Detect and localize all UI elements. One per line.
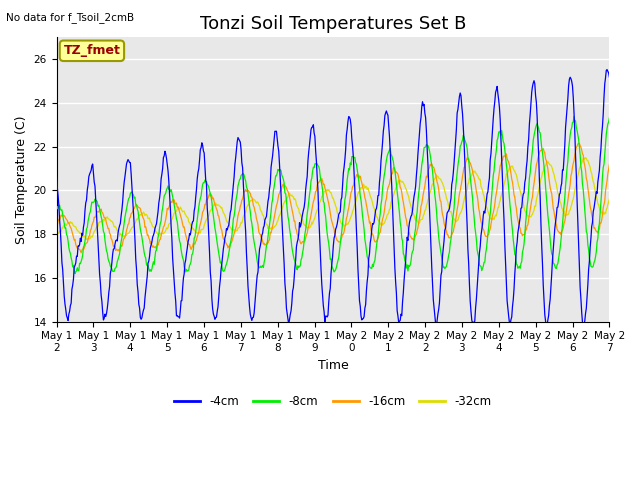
Title: Tonzi Soil Temperatures Set B: Tonzi Soil Temperatures Set B [200,15,466,33]
Text: No data for f_Tsoil_2cmB: No data for f_Tsoil_2cmB [6,12,134,23]
Y-axis label: Soil Temperature (C): Soil Temperature (C) [15,115,28,244]
X-axis label: Time: Time [317,359,348,372]
Text: TZ_fmet: TZ_fmet [63,44,120,57]
Legend: -4cm, -8cm, -16cm, -32cm: -4cm, -8cm, -16cm, -32cm [169,390,497,413]
